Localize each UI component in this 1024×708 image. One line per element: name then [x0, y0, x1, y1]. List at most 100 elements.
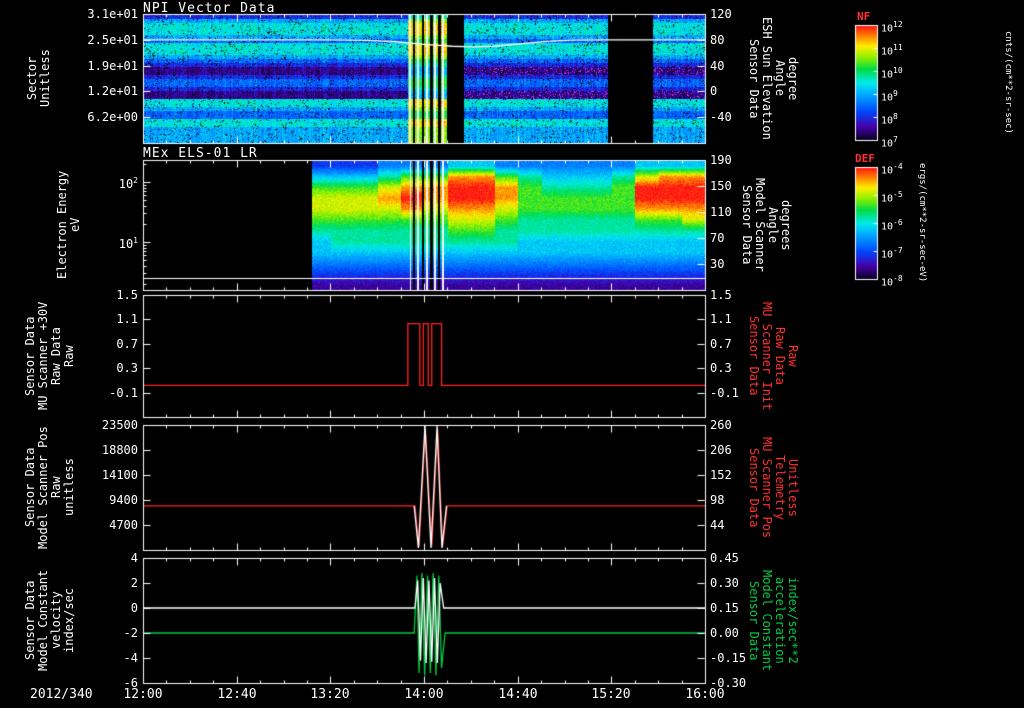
axis-label-line: Sensor Data [747, 38, 761, 119]
axis-label-line: Raw [62, 345, 76, 367]
y-tick-label-right: 1.1 [710, 312, 732, 326]
axis-label-line: Unitless [786, 458, 800, 517]
axis-label-line: Angle [773, 60, 787, 97]
axis-label-line: Sensor Data [740, 185, 754, 265]
panel2-y-axis-label: Electron Energy eV [55, 160, 82, 290]
y-tick-label: -6 [123, 676, 138, 690]
x-tick-label: 15:20 [591, 687, 631, 702]
date-label: 2012/340 [30, 687, 93, 702]
panel5-y-axis-label: Sensor Data Model Constant velocity inde… [23, 558, 76, 683]
y-tick-label: 2 [130, 576, 138, 590]
y-tick-label-right: 80 [710, 33, 725, 47]
axis-label-line: Model Scanner [753, 178, 767, 272]
axis-label-line: Raw [786, 345, 800, 367]
axis-label-line: unitless [62, 458, 76, 517]
y-tick-label-right: 152 [710, 468, 732, 482]
y-tick-label: 9400 [109, 493, 138, 507]
colorbar-tick-label: 10-4 [881, 162, 903, 177]
axis-label-line: eV [68, 217, 82, 233]
panel4-right-axis-label: Sensor Data MU Scanner Pos Telemetry Uni… [747, 425, 800, 550]
colorbar-tick-label: 108 [881, 112, 898, 127]
colorbar-tick-label: 1010 [881, 66, 903, 81]
y-tick-label: 1.1 [116, 312, 138, 326]
y-tick-label: 6.2e+00 [87, 110, 138, 124]
y-tick-label-right: 0.7 [710, 337, 732, 351]
panel3-y-axis-label: Sensor Data MU Scanner +30V Raw Data Raw [23, 295, 76, 417]
axis-label-line: degrees [779, 199, 793, 251]
x-tick-label: 14:00 [404, 687, 444, 702]
y-tick-label: 4700 [109, 518, 138, 532]
y-tick-label: -2 [123, 626, 138, 640]
y-tick-label: 3.1e+01 [87, 7, 138, 21]
y-tick-label: 4 [130, 551, 138, 565]
y-tick-label: 1.5 [116, 288, 138, 302]
axis-label-line: degree [786, 56, 800, 101]
colorbar-tick-label: 10-7 [881, 246, 903, 261]
y-tick-label-right: 0.45 [710, 551, 739, 565]
x-tick-label: 13:20 [310, 687, 350, 702]
y-tick-label-right: 40 [710, 59, 725, 73]
y-tick-label: 2.5e+01 [87, 33, 138, 47]
y-tick-label-right: 98 [710, 493, 725, 507]
x-tick-label: 12:40 [217, 687, 257, 702]
y-tick-label: 23500 [101, 418, 138, 432]
y-tick-label-right: -0.1 [710, 386, 739, 400]
axis-label-line: index/sec**2 [786, 577, 800, 664]
panel1-right-axis-label: Sensor Data ESH Sun Elevation Angle degr… [747, 14, 800, 143]
colorbar-nf-unit-label: cnts/(cm**2-sr-sec) [1003, 30, 1013, 134]
axis-label-line: acceleration [773, 577, 787, 664]
x-tick-label: 12:00 [123, 687, 163, 702]
y-tick-label: 1.2e+01 [87, 84, 138, 98]
panel2-title: MEx ELS-01 LR [143, 146, 258, 161]
y-tick-label-right: -40 [710, 110, 732, 124]
y-tick-label-right: 44 [710, 518, 725, 532]
axis-label-line: Sensor Data [747, 316, 761, 396]
y-tick-label-right: 0.3 [710, 361, 732, 375]
axis-label-line: Model Constant [760, 569, 774, 672]
axis-label-line: Telemetry [773, 454, 787, 521]
axis-label-line: Unitless [38, 49, 52, 108]
y-tick-label-right: 70 [710, 231, 725, 245]
y-tick-label: 14100 [101, 468, 138, 482]
y-tick-label-right: 206 [710, 443, 732, 457]
y-tick-label-right: 0.00 [710, 626, 739, 640]
axis-label-line: Raw Data [773, 327, 787, 385]
axis-label-line: MU Scanner Pos [760, 436, 774, 539]
y-tick-label-right: 120 [710, 7, 732, 21]
y-tick-label: -0.1 [109, 386, 138, 400]
y-tick-label-right: 190 [710, 153, 732, 167]
panel1-y-axis-label: Sector Unitless [25, 14, 52, 143]
y-tick-label-right: 0.15 [710, 601, 739, 615]
x-tick-label: 16:00 [685, 687, 725, 702]
y-log-tick-label: 102 [118, 176, 138, 191]
y-tick-label-right: 30 [710, 257, 725, 271]
axis-label-line: index/sec [62, 587, 76, 654]
colorbar-def-unit-label: ergs/(cm**2-sr-sec-eV) [917, 163, 927, 283]
colorbar-tick-label: 1012 [881, 20, 903, 35]
axis-label-line: ESH Sun Elevation [760, 17, 774, 140]
colorbar-nf-title: NF [857, 10, 871, 23]
panel5-right-axis-label: Sensor Data Model Constant acceleration … [747, 558, 800, 683]
axis-label-line: MU Scanner Init [760, 301, 774, 411]
panel3-right-axis-label: Sensor Data MU Scanner Init Raw Data Raw [747, 295, 800, 417]
y-tick-label-right: -0.30 [710, 676, 747, 690]
y-tick-label: 0 [130, 601, 138, 615]
colorbar-tick-label: 10-6 [881, 218, 903, 233]
axis-label-line: Sensor Data [747, 580, 761, 661]
y-tick-label: 0.7 [116, 337, 138, 351]
y-tick-label: 1.9e+01 [87, 59, 138, 73]
y-tick-label-right: 110 [710, 205, 732, 219]
y-tick-label-right: 260 [710, 418, 732, 432]
y-log-tick-label: 101 [118, 236, 138, 251]
y-tick-label-right: 0.30 [710, 576, 739, 590]
panel2-right-axis-label: Sensor Data Model Scanner Angle degrees [740, 160, 793, 290]
y-tick-label-right: 1.5 [710, 288, 732, 302]
y-tick-label-right: -0.15 [710, 651, 747, 665]
colorbar-tick-label: 10-5 [881, 190, 903, 205]
panel1-title: NPI Vector Data [143, 1, 276, 16]
colorbar-tick-label: 1011 [881, 43, 903, 58]
y-tick-label-right: 150 [710, 179, 732, 193]
y-tick-label-right: 0 [710, 84, 718, 98]
y-tick-label: -4 [123, 651, 138, 665]
